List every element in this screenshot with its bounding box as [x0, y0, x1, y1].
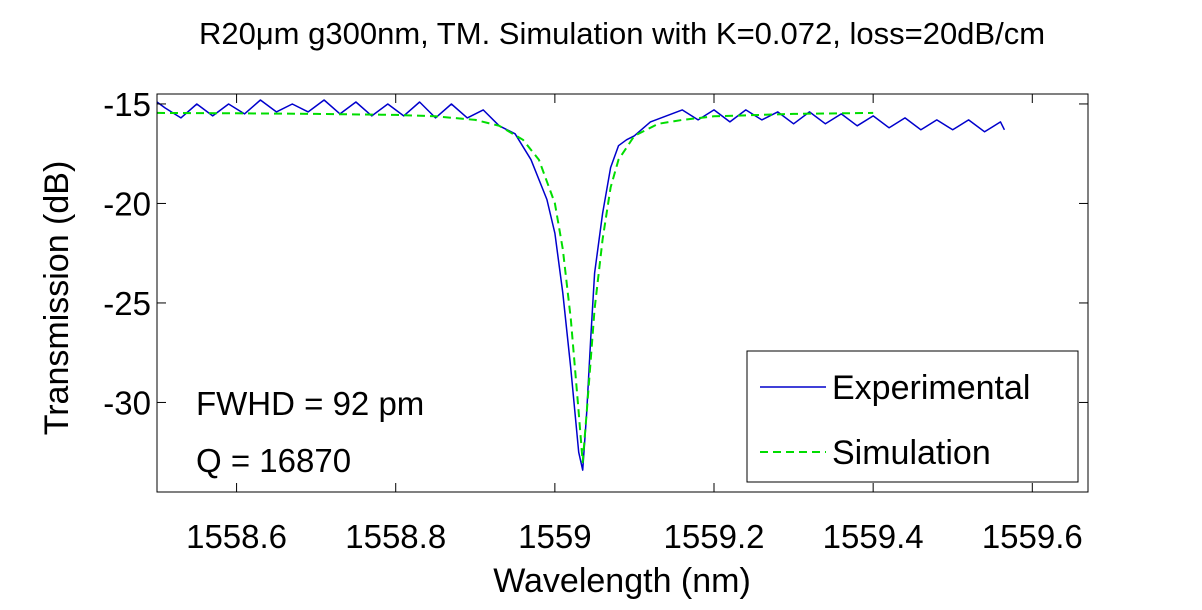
legend: Experimental Simulation [746, 350, 1079, 483]
legend-label-simulation: Simulation [832, 434, 991, 472]
y-tick-label: -20 [103, 185, 151, 222]
chart-title: R20μm g300nm, TM. Simulation with K=0.07… [199, 16, 1045, 51]
x-tick-label: 1559.2 [664, 518, 765, 555]
ticks-layer: 1558.6 1558.8 1559 1559.2 1559.4 1559.6 -15 -20… [103, 86, 1088, 555]
series-line-simulation [156, 111, 874, 464]
annotation-fwhd: FWHD = 92 pm [196, 385, 424, 422]
y-tick-label: -15 [103, 86, 151, 123]
y-tick-label: -25 [103, 285, 151, 322]
x-tick-label: 1558.8 [345, 518, 446, 555]
x-axis-label: Wavelength (nm) [493, 562, 751, 600]
series-line-experimental [156, 99, 1006, 471]
y-tick-label: -30 [103, 384, 151, 421]
annotation-q: Q = 16870 [196, 442, 351, 479]
x-tick-label: 1559.6 [982, 518, 1083, 555]
series-layer [156, 99, 1006, 471]
x-tick-label: 1559 [518, 518, 591, 555]
plot-frame [156, 93, 1089, 493]
y-axis-label: Transmission (dB) [38, 161, 76, 436]
legend-box [746, 350, 1079, 483]
legend-label-experimental: Experimental [832, 369, 1030, 407]
x-tick-label: 1559.4 [823, 518, 924, 555]
x-tick-label: 1558.6 [186, 518, 287, 555]
